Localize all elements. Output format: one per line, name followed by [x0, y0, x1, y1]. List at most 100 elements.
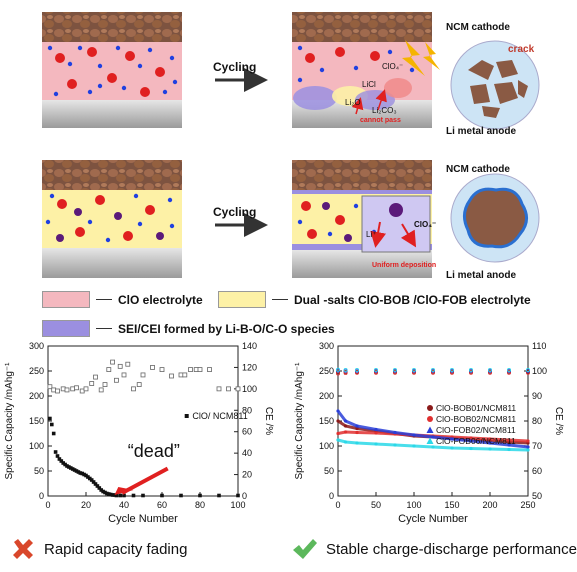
capacity-point [336, 438, 340, 442]
legend-label-clo: ClO electrolyte [118, 292, 203, 307]
legend-text: ClO/ NCM811 [192, 411, 247, 421]
capacity-point [108, 492, 113, 497]
capacity-point [55, 454, 60, 458]
ce-point [70, 386, 76, 392]
capacity-point [355, 430, 359, 435]
capacity-point [131, 493, 136, 498]
y2-tick-label: 80 [242, 405, 252, 415]
capacity-point [488, 437, 492, 441]
capacity-point [61, 461, 65, 465]
dead-annotation: “dead” [128, 441, 180, 461]
y2-axis-label: CE /% [263, 407, 274, 435]
ce-point [506, 370, 511, 375]
ce-point [106, 367, 112, 372]
capacity-point [88, 476, 92, 481]
ce-point [430, 367, 435, 372]
y2-tick-label: 60 [242, 427, 252, 437]
cycling-label-top: Cycling [213, 60, 257, 74]
ce-point [336, 367, 341, 372]
ce-point [98, 387, 104, 393]
capacity-point [122, 493, 126, 498]
ce-point [150, 365, 155, 370]
capacity-point [507, 443, 511, 447]
legend-dual-salt: Dual -salts ClO-BOB /ClO-FOB electrolyte [218, 291, 531, 308]
cathode-layer [42, 12, 182, 42]
capacity-point [76, 470, 81, 474]
y2-tick-label: 40 [242, 448, 252, 458]
li2co3-label: Li₂CO₃ [372, 106, 397, 115]
li-anode-label-bottom: Li metal anode [446, 270, 517, 281]
y2-tick-label: 20 [242, 470, 252, 480]
ce-point [83, 386, 89, 392]
ce-point [336, 370, 341, 375]
capacity-point [488, 447, 492, 451]
capacity-point [198, 493, 202, 498]
capacity-point [69, 466, 73, 470]
capacity-point [51, 431, 56, 436]
ce-point [182, 372, 188, 378]
capacity-point [526, 445, 530, 449]
capacity-point [488, 441, 492, 445]
y-tick-label: 250 [29, 366, 44, 376]
capacity-point [72, 468, 77, 472]
legend-marker [427, 405, 433, 411]
capacity-point [78, 471, 83, 475]
ce-point [125, 361, 131, 367]
ce-point [343, 367, 348, 372]
ce-point [102, 382, 108, 387]
capacity-point [336, 409, 340, 413]
ncm-cathode-label-top: NCM cathode [446, 22, 510, 33]
ce-point [430, 370, 435, 375]
y-tick-label: 200 [319, 391, 334, 401]
capacity-point [50, 422, 54, 427]
capacity-point [89, 478, 94, 482]
capacity-point [141, 493, 145, 498]
checkmark-icon [293, 539, 317, 559]
capacity-point [336, 431, 340, 436]
legend-text: ClO-FOB06/NCM811 [436, 436, 516, 446]
ce-point [412, 367, 417, 372]
capacity-point [431, 445, 435, 449]
capacity-point [95, 484, 100, 488]
ce-point [487, 370, 492, 375]
ce-point [393, 367, 398, 372]
x-tick-label: 100 [406, 500, 421, 510]
ce-point [193, 367, 199, 372]
capacity-point [374, 431, 378, 435]
ce-point [79, 388, 85, 394]
capacity-point [469, 436, 473, 440]
y2-tick-label: 80 [532, 416, 542, 426]
ce-point [188, 367, 193, 372]
ce-point [226, 386, 231, 392]
clo-ion-label-bottom: ClO₄⁻ [414, 220, 437, 229]
capacity-point [507, 447, 511, 452]
dead-arrow [121, 466, 169, 495]
footer-right-text: Stable charge-discharge performance [326, 540, 577, 558]
y-axis-label: Specific Capacity /mAhg⁻¹ [294, 362, 305, 480]
ce-point [140, 372, 146, 378]
legend-swatch-dual-salt [218, 291, 266, 308]
x-tick-label: 250 [520, 500, 535, 510]
li-plus-label: Li⁺ [366, 230, 377, 239]
dead-arrow-head [114, 487, 134, 495]
y2-tick-label: 60 [532, 466, 542, 476]
x-tick-label: 150 [444, 500, 459, 510]
capacity-point [412, 433, 416, 437]
y-tick-label: 300 [29, 341, 44, 351]
ce-point [393, 370, 398, 375]
x-axis-label: Cycle Number [108, 513, 178, 525]
y-tick-label: 50 [34, 466, 44, 476]
capacity-line [336, 410, 529, 449]
lightning-icon [402, 40, 425, 76]
capacity-point [74, 469, 79, 473]
ce-point [117, 363, 123, 369]
capacity-point [469, 446, 473, 451]
legend-marker [426, 437, 434, 444]
capacity-point [355, 426, 359, 431]
ce-point [468, 367, 473, 372]
y-tick-label: 50 [324, 466, 334, 476]
y-tick-label: 150 [319, 416, 334, 426]
x-tick-label: 20 [81, 500, 91, 510]
capacity-point [105, 491, 109, 496]
capacity-point [450, 437, 454, 441]
